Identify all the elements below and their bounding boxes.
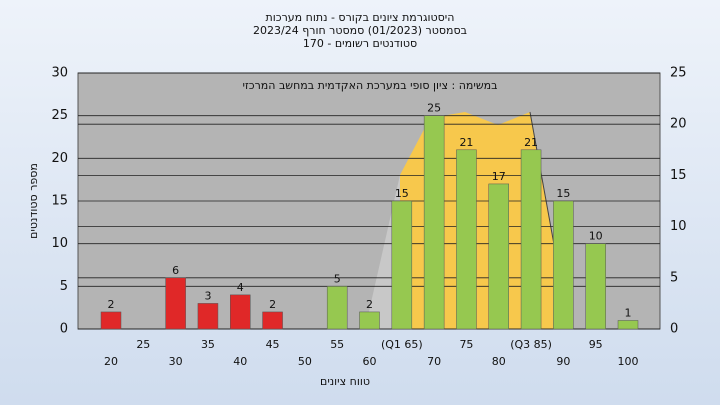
data-label: 21 bbox=[459, 136, 473, 149]
data-label: 4 bbox=[237, 281, 244, 294]
shade bbox=[365, 175, 400, 329]
bar bbox=[165, 277, 186, 330]
bar bbox=[230, 294, 251, 330]
data-label: 2 bbox=[269, 298, 276, 311]
y2-tick-label: 25 bbox=[670, 66, 687, 81]
y2-tick-label: 0 bbox=[670, 322, 678, 337]
data-label: 5 bbox=[334, 272, 341, 285]
bar bbox=[585, 243, 606, 330]
data-label: 6 bbox=[172, 264, 179, 277]
x-tick-label: 100 bbox=[618, 355, 639, 368]
data-label: 1 bbox=[625, 306, 632, 319]
chart-title: בסמסטר (01/2023) סמסטר חורף 2023/24 bbox=[253, 24, 467, 37]
data-label: 10 bbox=[589, 230, 603, 243]
data-label: 2 bbox=[366, 298, 373, 311]
bar bbox=[488, 183, 509, 330]
x-tick-label: 60 bbox=[363, 355, 377, 368]
y2-tick-label: 15 bbox=[670, 168, 687, 183]
bar bbox=[391, 200, 413, 330]
bar bbox=[520, 149, 542, 330]
data-label: 2 bbox=[108, 298, 115, 311]
x-tick-label: 50 bbox=[298, 355, 312, 368]
x-tick-label: 20 bbox=[104, 355, 118, 368]
x-tick-label: (Q1 65) bbox=[381, 338, 423, 351]
data-label: 15 bbox=[556, 187, 570, 200]
data-label: 15 bbox=[395, 187, 409, 200]
x-tick-label: 30 bbox=[169, 355, 183, 368]
data-label: 17 bbox=[492, 170, 506, 183]
x-tick-label: (Q3 85) bbox=[510, 338, 552, 351]
bar bbox=[100, 311, 122, 330]
y-tick-label: 15 bbox=[51, 194, 68, 209]
y-tick-label: 30 bbox=[51, 66, 68, 81]
bar bbox=[617, 320, 639, 330]
x-axis-label: טווח ציונים bbox=[320, 375, 370, 388]
x-tick-label: 80 bbox=[492, 355, 506, 368]
x-tick-label: 75 bbox=[459, 338, 473, 351]
x-tick-label: 45 bbox=[266, 338, 280, 351]
data-label: 3 bbox=[204, 289, 211, 302]
x-tick-label: 95 bbox=[589, 338, 603, 351]
bar bbox=[359, 311, 380, 330]
y2-tick-label: 20 bbox=[670, 117, 687, 132]
bar bbox=[456, 149, 477, 330]
x-tick-label: 40 bbox=[233, 355, 247, 368]
bar bbox=[423, 115, 445, 330]
chart-title: סטודנטים רשומים - 170 bbox=[303, 37, 417, 50]
chart-title: היסטוגרמת ציונים בקורס - נתוח מערכות bbox=[266, 11, 455, 24]
x-tick-label: 90 bbox=[556, 355, 570, 368]
x-tick-label: 70 bbox=[427, 355, 441, 368]
x-tick-label: 35 bbox=[201, 338, 215, 351]
subtitle: במשימה : ציון סופי במערכת האקדמית במחשב … bbox=[243, 79, 498, 92]
y-tick-label: 20 bbox=[51, 151, 68, 166]
y2-tick-label: 5 bbox=[670, 270, 678, 285]
bar bbox=[197, 303, 219, 330]
y2-tick-label: 10 bbox=[670, 219, 687, 234]
x-tick-label: 25 bbox=[136, 338, 150, 351]
bar bbox=[553, 200, 574, 330]
x-tick-label: 55 bbox=[330, 338, 344, 351]
y-tick-label: 25 bbox=[51, 108, 68, 123]
data-label: 25 bbox=[427, 102, 441, 115]
bar bbox=[326, 286, 348, 330]
y-axis-label: מספר סטודנטים bbox=[27, 163, 40, 239]
y-tick-label: 5 bbox=[60, 279, 68, 294]
y-tick-label: 0 bbox=[60, 322, 68, 337]
y-tick-label: 10 bbox=[51, 236, 68, 251]
bar bbox=[262, 311, 283, 330]
data-label: 21 bbox=[524, 136, 538, 149]
